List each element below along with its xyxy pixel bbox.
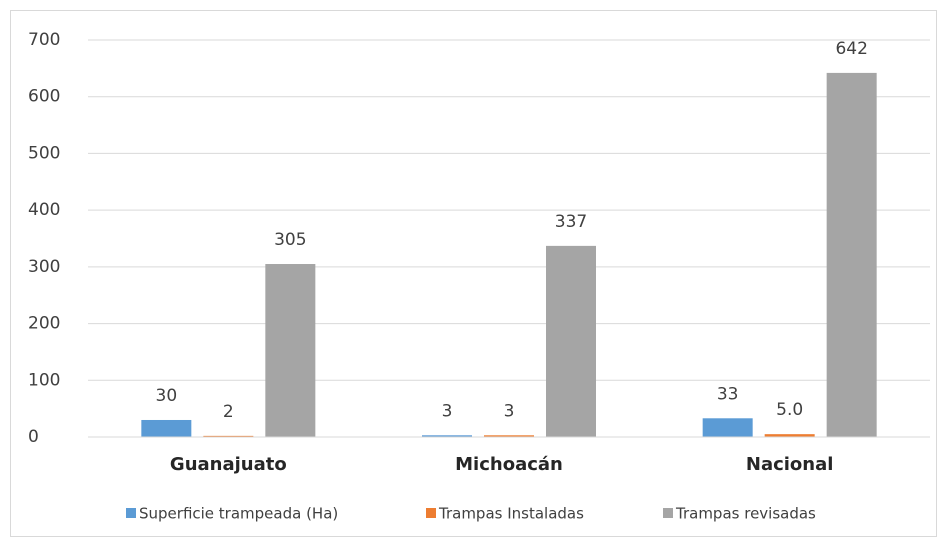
y-tick-label: 200: [28, 314, 60, 334]
bar: [141, 419, 192, 437]
bar: [764, 434, 815, 437]
legend-swatch: [663, 508, 673, 518]
y-tick-label: 0: [28, 427, 39, 447]
bar: [826, 72, 877, 437]
bar: [702, 418, 753, 437]
legend-swatch: [126, 508, 136, 518]
y-tick-label: 400: [28, 200, 60, 220]
data-label: 2: [223, 402, 234, 422]
data-label: 642: [835, 39, 867, 59]
bar: [203, 435, 254, 437]
bar: [546, 245, 596, 437]
data-label: 30: [156, 386, 178, 406]
legend-label: Superficie trampeada (Ha): [139, 505, 338, 523]
data-label: 3: [442, 401, 453, 421]
y-tick-label: 100: [28, 370, 60, 390]
x-tick-label: Michoacán: [455, 454, 563, 475]
bar: [484, 435, 534, 437]
legend-label: Trampas revisadas: [675, 505, 816, 523]
y-tick-label: 500: [28, 143, 60, 163]
data-label: 305: [274, 230, 306, 250]
legend-label: Trampas Instaladas: [438, 505, 584, 523]
data-label: 3: [504, 401, 515, 421]
legend-swatch: [426, 508, 436, 518]
chart-frame: [10, 10, 937, 537]
x-tick-label: Guanajuato: [170, 454, 287, 475]
y-tick-label: 300: [28, 257, 60, 277]
data-label: 33: [717, 384, 739, 404]
data-label: 5.0: [776, 400, 803, 420]
y-tick-label: 600: [28, 87, 60, 107]
bar: [422, 435, 472, 437]
y-tick-label: 700: [28, 30, 60, 50]
data-label: 337: [555, 212, 587, 232]
x-tick-label: Nacional: [746, 454, 834, 475]
bar: [265, 264, 316, 437]
